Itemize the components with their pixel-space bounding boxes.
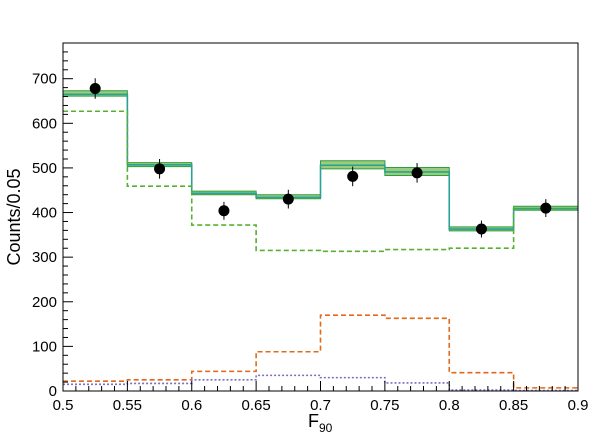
data-point — [282, 193, 294, 205]
data-point — [347, 170, 359, 182]
y-tick-label: 100 — [32, 338, 57, 355]
band-upper-edge — [63, 90, 578, 228]
y-axis-label: Counts/0.05 — [4, 168, 24, 265]
x-tick-label: 0.5 — [53, 397, 74, 414]
x-tick-label: 0.9 — [568, 397, 589, 414]
series-layer — [63, 90, 578, 392]
axes-layer: 0.5 0.55 0.6 0.65 0.7 0.75 0.8 0.85 0.9 0 100 200 30… — [32, 42, 589, 414]
x-tick-label: 0.6 — [181, 397, 202, 414]
y-tick-label: 0 — [49, 383, 57, 400]
x-axis-label: F90 — [308, 411, 333, 435]
y-tick-label: 600 — [32, 115, 57, 132]
data-point — [540, 202, 552, 214]
x-tick-label: 0.55 — [113, 397, 142, 414]
data-point — [218, 205, 230, 217]
x-tick-label: 0.75 — [370, 397, 399, 414]
y-tick-label: 700 — [32, 71, 57, 88]
x-tick-label: 0.85 — [499, 397, 528, 414]
x-tick-label: 0.8 — [439, 397, 460, 414]
x-tick-label: 0.7 — [310, 397, 331, 414]
data-points-layer — [89, 78, 552, 238]
x-axis-label-main: F — [308, 411, 319, 431]
series-line-3 — [63, 314, 578, 389]
y-tick-label: 300 — [32, 249, 57, 266]
x-axis-label-sub: 90 — [319, 421, 333, 435]
data-point — [411, 167, 423, 179]
y-tick-label: 200 — [32, 294, 57, 311]
data-point — [475, 223, 487, 235]
y-tick-label: 500 — [32, 160, 57, 177]
series-line-2 — [63, 110, 578, 253]
series-line-4 — [63, 374, 578, 392]
x-tick-label: 0.65 — [242, 397, 271, 414]
y-tick-label: 400 — [32, 205, 57, 222]
data-point — [89, 83, 101, 95]
data-point — [154, 163, 166, 175]
